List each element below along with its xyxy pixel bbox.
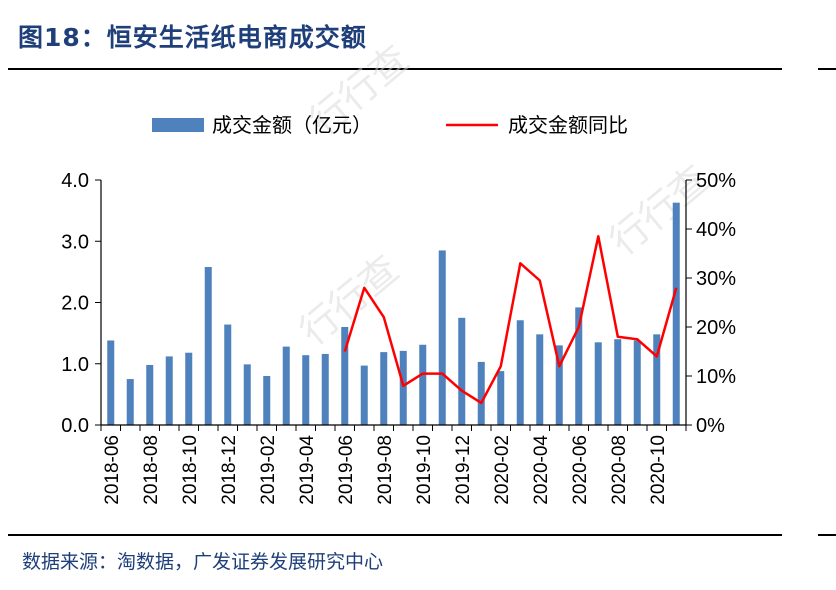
bar — [555, 345, 563, 425]
legend-label-bar: 成交金额（亿元） — [212, 113, 372, 137]
x-tick-label: 2019-06 — [336, 435, 357, 505]
y-right-tick-label: 10% — [696, 366, 736, 388]
y-left-tick-label: 2.0 — [61, 293, 89, 315]
bar — [224, 324, 232, 425]
y-right-tick-label: 20% — [696, 317, 736, 339]
y-right-tick-label: 40% — [696, 219, 736, 241]
x-tick-label: 2019-04 — [297, 435, 318, 505]
bar — [204, 266, 212, 425]
y-right-tick-label: 50% — [696, 170, 736, 192]
x-tick-label: 2020-06 — [570, 435, 591, 505]
bar — [438, 250, 446, 425]
y-left-tick-label: 0.0 — [61, 415, 89, 437]
bar — [633, 340, 641, 425]
figure-title: 图18：恒安生活纸电商成交额 — [18, 23, 367, 52]
top-rule-stub — [818, 68, 836, 70]
y-left-tick-label: 1.0 — [61, 354, 89, 376]
bar — [146, 364, 154, 425]
bar — [282, 346, 290, 425]
x-tick-label: 2020-04 — [531, 435, 552, 505]
y-left-tick-label: 3.0 — [61, 231, 89, 253]
x-tick-label: 2018-08 — [141, 435, 162, 505]
bar — [185, 352, 193, 425]
bar — [497, 371, 505, 425]
legend-label-line: 成交金额同比 — [508, 113, 628, 137]
bar — [458, 317, 466, 425]
x-tick-label: 2018-10 — [180, 435, 201, 505]
x-tick-label: 2019-08 — [375, 435, 396, 505]
bar — [302, 355, 310, 425]
bar — [516, 320, 524, 425]
bar — [399, 350, 407, 425]
bar — [341, 327, 349, 425]
legend-swatch-bar — [152, 118, 204, 132]
x-tick-label: 2020-10 — [648, 435, 669, 505]
bar — [360, 365, 368, 425]
source-note: 数据来源：淘数据，广发证券发展研究中心 — [22, 551, 384, 573]
bar — [575, 307, 583, 425]
bar — [672, 202, 680, 425]
x-tick-label: 2019-12 — [453, 435, 474, 505]
bar — [165, 356, 173, 425]
bar — [321, 353, 329, 425]
bar — [614, 339, 622, 425]
x-tick-label: 2020-02 — [492, 435, 513, 505]
x-tick-label: 2020-08 — [609, 435, 630, 505]
y-right-tick-label: 30% — [696, 268, 736, 290]
bar — [263, 376, 271, 425]
bar — [419, 344, 427, 425]
bottom-rule-stub — [818, 534, 836, 536]
bar — [477, 361, 485, 425]
x-tick-label: 2018-12 — [219, 435, 240, 505]
x-tick-label: 2019-02 — [258, 435, 279, 505]
bar — [594, 342, 602, 425]
bar — [653, 334, 661, 425]
x-tick-label: 2019-10 — [414, 435, 435, 505]
bar — [243, 364, 251, 425]
bar — [380, 352, 388, 425]
y-right-tick-label: 0% — [696, 415, 725, 437]
bar — [536, 334, 544, 425]
line-series-yoy — [343, 235, 678, 405]
top-rule — [8, 68, 782, 70]
bar — [107, 340, 115, 425]
y-left-tick-label: 4.0 — [61, 170, 89, 192]
bar — [126, 379, 134, 425]
bottom-rule — [8, 534, 782, 536]
x-tick-label: 2018-06 — [102, 435, 123, 505]
